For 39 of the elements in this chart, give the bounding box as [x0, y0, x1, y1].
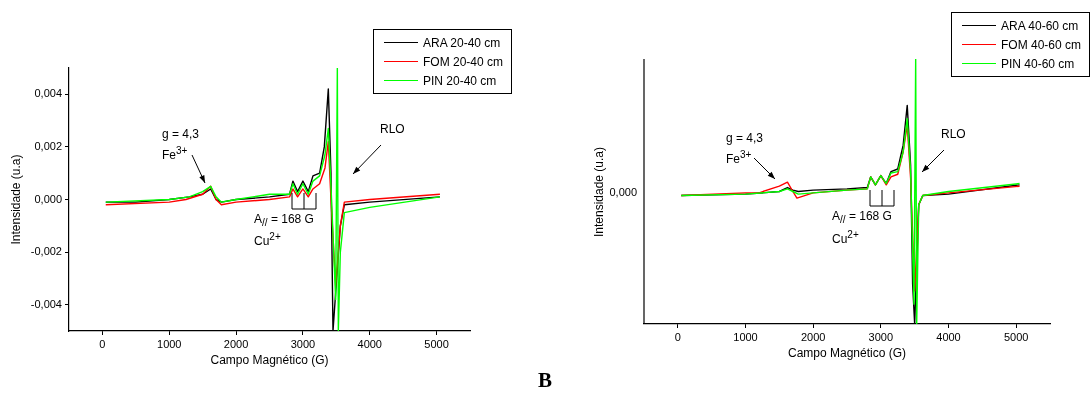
- x-axis-title: Campo Magnético (G): [787, 346, 907, 361]
- annotation: Cu$^{2+}$: [832, 228, 859, 246]
- annotation: Cu$^{2+}$: [254, 230, 281, 248]
- x-tick-label: 2000: [223, 337, 249, 350]
- x-tick-label: 4000: [936, 330, 961, 343]
- annotation: RLO: [380, 122, 405, 136]
- x-tick-label: 1000: [157, 337, 182, 350]
- y-axis-title: Intensidade (u.a): [8, 154, 23, 245]
- x-tick-label: 5000: [1003, 330, 1029, 343]
- annotation: A$_{//}$ = 168 G: [832, 208, 892, 228]
- x-tick-label: 1000: [733, 330, 758, 343]
- text: B: [537, 368, 553, 393]
- y-tick-label: 0,004: [34, 87, 62, 100]
- annotation: Fe$^{3+}$: [162, 144, 188, 162]
- legend-label: ARA 40-60 cm: [1000, 18, 1079, 33]
- annotation: Fe$^{3+}$: [726, 148, 752, 166]
- annotation: g = 4,3: [726, 131, 764, 145]
- legend-label: PIN 20-40 cm: [422, 73, 497, 88]
- x-tick-label: 3000: [868, 330, 894, 343]
- y-tick-label: -0,004: [30, 297, 62, 310]
- x-tick-label: 5000: [424, 337, 449, 350]
- y-tick-label: 0,000: [34, 192, 62, 205]
- x-tick-label: 3000: [290, 337, 316, 350]
- y-tick-label: -0,002: [30, 245, 62, 258]
- y-axis-title: Intensidade (u.a): [592, 146, 606, 237]
- annotation: A$_{//}$ = 168 G: [254, 211, 314, 231]
- text: 0,000: [609, 185, 637, 198]
- annotation: RLO: [941, 127, 966, 141]
- legend-label: ARA 20-40 cm: [422, 35, 501, 50]
- annotation: g = 4,3: [162, 127, 200, 141]
- y-tick-label: 0,002: [34, 139, 62, 152]
- x-tick-label: 4000: [357, 337, 382, 350]
- legend-label: FOM 20-40 cm: [422, 54, 503, 69]
- x-tick-label: 2000: [800, 330, 826, 343]
- x-tick-label: 0: [674, 330, 681, 343]
- legend-label: FOM 40-60 cm: [1000, 37, 1081, 52]
- legend-label: PIN 40-60 cm: [1000, 56, 1075, 71]
- x-tick-label: 0: [99, 337, 106, 350]
- x-axis-title: Campo Magnético (G): [210, 353, 329, 368]
